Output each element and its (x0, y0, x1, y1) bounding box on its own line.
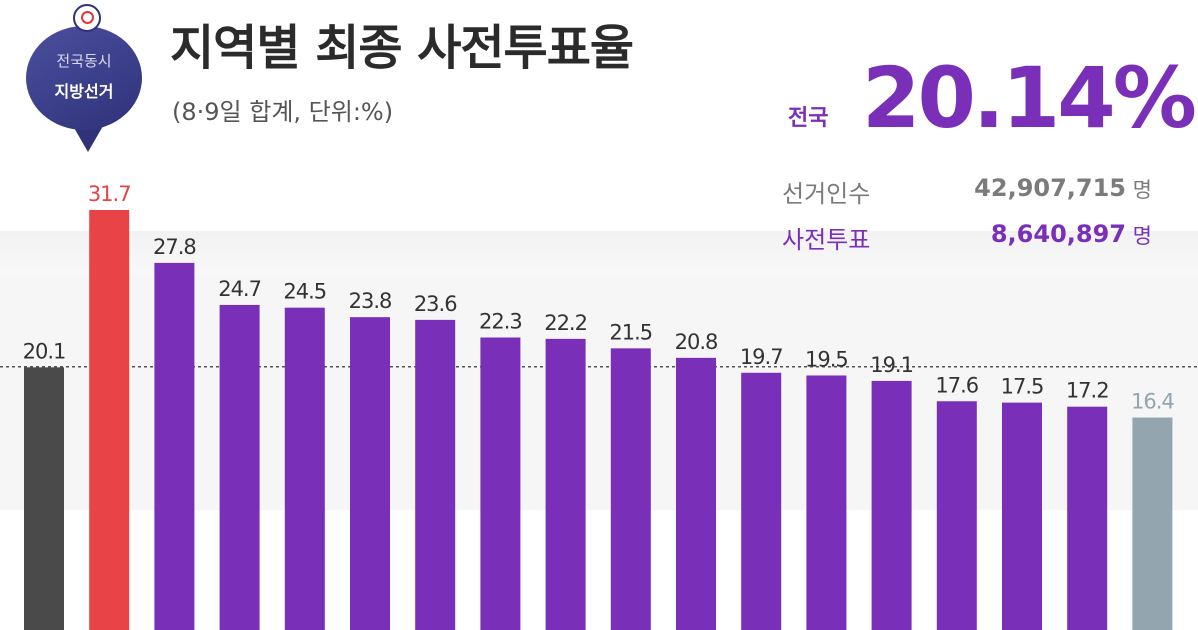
background-band-top (0, 231, 1198, 275)
national-rate: 20.14% (862, 49, 1197, 147)
chart-title: 지역별 최종 사전투표율 (170, 20, 634, 76)
badge-circle (26, 26, 142, 130)
early-voters-unit: 명 (1132, 224, 1152, 248)
voters-unit: 명 (1132, 178, 1152, 202)
bar-9 (545, 338, 586, 630)
bar-12 (741, 372, 782, 630)
bar-18 (1132, 417, 1173, 630)
badge-line-1: 전국동시 (56, 52, 112, 70)
bar-value-label-10: 21.5 (609, 320, 652, 344)
bar-11 (676, 357, 716, 630)
bar-14 (871, 380, 912, 630)
bar-17 (1067, 406, 1108, 630)
bar-value-label-11: 20.8 (675, 330, 718, 354)
bar-value-label-6: 23.8 (349, 289, 392, 313)
voters-label: 선거인수 (782, 180, 871, 208)
early-voters-value: 8,640,897 (990, 220, 1126, 248)
bar-value-label-5: 24.5 (283, 280, 326, 304)
badge-line-2: 지방선거 (54, 82, 114, 101)
bar-value-label-12: 19.7 (740, 345, 783, 369)
bar-6 (350, 317, 390, 630)
chart-subtitle: (8·9일 합계, 단위:%) (172, 98, 394, 126)
bar-value-label-18: 16.4 (1131, 390, 1174, 414)
bar-value-label-8: 22.3 (479, 310, 522, 334)
bar-value-label-13: 19.5 (805, 347, 848, 371)
background-band-middle (0, 275, 1198, 510)
bar-7 (415, 319, 456, 630)
voters-row: 선거인수 42,907,715 명 (782, 174, 1152, 208)
bar-8 (480, 337, 521, 630)
early-voters-row: 사전투표 8,640,897 명 (782, 220, 1152, 254)
bar-10 (610, 348, 651, 630)
bar-value-label-4: 24.7 (218, 277, 261, 301)
bar-value-label-7: 23.6 (414, 292, 457, 316)
ballot-stamp-icon (73, 4, 101, 32)
bar-value-label-3: 27.8 (153, 235, 196, 259)
bar-value-label-15: 17.6 (935, 373, 978, 397)
bar-value-label-17: 17.2 (1066, 379, 1109, 403)
bar-15 (936, 401, 977, 630)
bar-value-label-14: 19.1 (870, 353, 913, 377)
bar-16 (1002, 402, 1042, 630)
bar-5 (284, 307, 325, 630)
bar-value-label-9: 22.2 (544, 311, 587, 335)
bar-value-label-16: 17.5 (1001, 375, 1044, 399)
bar-1 (24, 367, 64, 630)
bar-value-label-2: 31.7 (88, 182, 131, 206)
early-voters-label: 사전투표 (782, 226, 871, 254)
bar-4 (219, 304, 260, 630)
national-label: 전국 (788, 106, 829, 131)
bar-3 (154, 262, 195, 630)
bar-13 (806, 375, 847, 630)
bar-2 (89, 210, 130, 630)
bar-value-label-1: 20.1 (23, 339, 66, 363)
voters-value: 42,907,715 (974, 174, 1126, 202)
